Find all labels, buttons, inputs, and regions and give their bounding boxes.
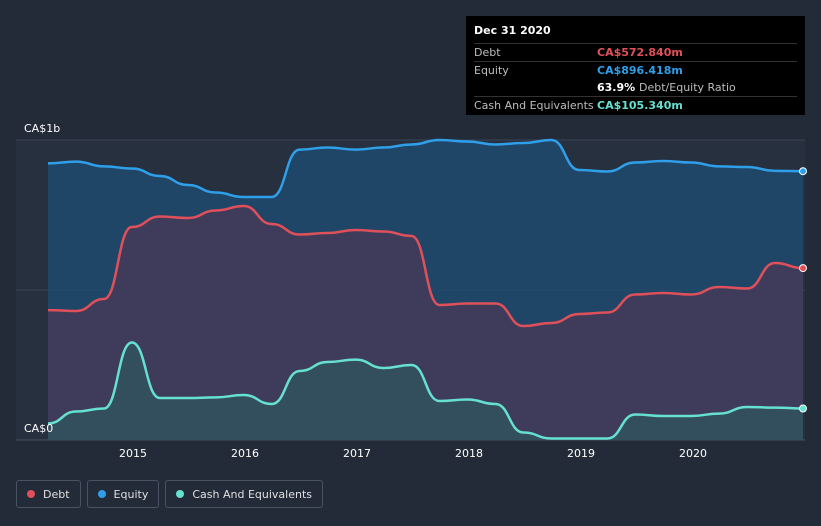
tooltip-date: Dec 31 2020 bbox=[474, 24, 551, 37]
legend-item-equity[interactable]: Equity bbox=[86, 480, 160, 508]
tooltip-label-debt: Debt bbox=[474, 46, 501, 59]
x-tick-label-2019: 2019 bbox=[567, 447, 595, 460]
legend-item-debt[interactable]: Debt bbox=[16, 480, 81, 508]
legend-label-debt: Debt bbox=[43, 487, 70, 501]
tooltip: Dec 31 2020 Debt CA$572.840m Equity CA$8… bbox=[466, 16, 805, 115]
legend-dot-cash bbox=[176, 490, 185, 498]
tooltip-label-equity: Equity bbox=[474, 64, 509, 77]
cash-and-equivalents-line bbox=[47, 341, 804, 440]
tooltip-value-debt: CA$572.840m bbox=[597, 46, 683, 59]
legend-dot-debt bbox=[27, 490, 35, 498]
x-tick-label-2020: 2020 bbox=[679, 447, 707, 460]
x-tick-label-2016: 2016 bbox=[231, 447, 259, 460]
legend-label-cash: Cash And Equivalents bbox=[192, 487, 312, 501]
tooltip-row-debt: Debt CA$572.840m bbox=[474, 43, 797, 61]
debt-end-point bbox=[799, 264, 807, 273]
tooltip-label-cash: Cash And Equivalents bbox=[474, 99, 594, 112]
y-tick-label-zero: CA$0 bbox=[24, 422, 54, 435]
tooltip-row-cash: Cash And Equivalents CA$105.340m bbox=[474, 96, 797, 114]
tooltip-row-ratio: 63.9% Debt/Equity Ratio bbox=[474, 79, 797, 96]
legend: Debt Equity Cash And Equivalents bbox=[16, 480, 323, 508]
cash-and-equivalents-area bbox=[48, 342, 803, 440]
cash-and-equivalents-end-point bbox=[799, 404, 807, 413]
tooltip-value-ratio: 63.9% Debt/Equity Ratio bbox=[597, 79, 736, 96]
y-tick-label-top: CA$1b bbox=[24, 122, 61, 135]
legend-item-cash[interactable]: Cash And Equivalents bbox=[165, 480, 323, 508]
legend-dot-equity bbox=[97, 490, 106, 498]
x-tick-label-2015: 2015 bbox=[119, 447, 147, 460]
debt-area bbox=[48, 206, 803, 440]
x-tick-label-2017: 2017 bbox=[343, 447, 371, 460]
ratio-caption: Debt/Equity Ratio bbox=[639, 81, 736, 94]
ratio-value: 63.9% bbox=[597, 81, 636, 94]
equity-line bbox=[47, 138, 804, 199]
equity-end-point bbox=[799, 167, 807, 176]
debt-line bbox=[47, 204, 804, 328]
tooltip-row-equity: Equity CA$896.418m bbox=[474, 61, 797, 79]
legend-label-equity: Equity bbox=[113, 487, 149, 501]
x-tick-label-2018: 2018 bbox=[455, 447, 483, 460]
tooltip-value-equity: CA$896.418m bbox=[597, 64, 683, 77]
tooltip-value-cash: CA$105.340m bbox=[597, 99, 683, 112]
tooltip-label-ratio bbox=[474, 79, 597, 96]
